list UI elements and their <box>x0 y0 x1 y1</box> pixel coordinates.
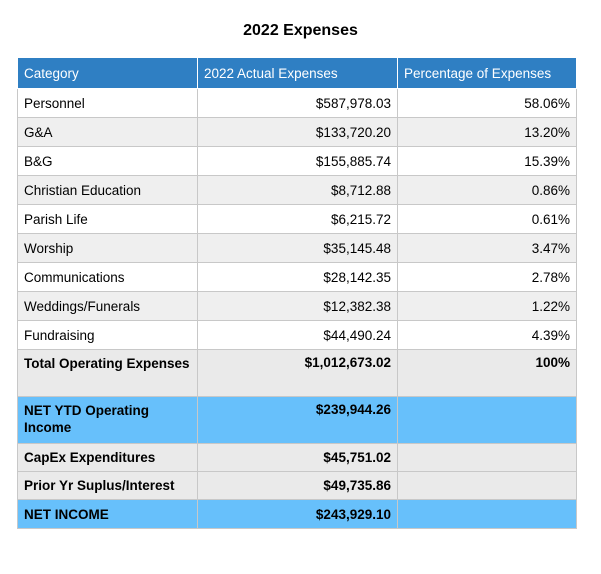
row-percentage: 0.86% <box>397 175 577 205</box>
capex-label: CapEx Expenditures <box>17 443 198 472</box>
row-actual: $133,720.20 <box>197 117 398 147</box>
capex-actual: $45,751.02 <box>197 443 398 472</box>
row-category: Weddings/Funerals <box>17 291 198 321</box>
table-row: Parish Life $6,215.72 0.61% <box>17 204 577 234</box>
prior-year-empty <box>397 471 577 500</box>
table-row: G&A $133,720.20 13.20% <box>17 117 577 147</box>
table-row: Personnel $587,978.03 58.06% <box>17 88 577 118</box>
row-percentage: 15.39% <box>397 146 577 176</box>
net-income-actual: $243,929.10 <box>197 499 398 529</box>
table-row: Worship $35,145.48 3.47% <box>17 233 577 263</box>
table-row: Christian Education $8,712.88 0.86% <box>17 175 577 205</box>
total-actual: $1,012,673.02 <box>197 349 398 397</box>
page-title: 2022 Expenses <box>243 22 358 39</box>
row-actual: $8,712.88 <box>197 175 398 205</box>
capex-row: CapEx Expenditures $45,751.02 <box>17 443 577 472</box>
net-operating-label: NET YTD Operating Income <box>17 396 198 444</box>
prior-year-row: Prior Yr Suplus/Interest $49,735.86 <box>17 471 577 500</box>
row-category: Personnel <box>17 88 198 118</box>
net-income-empty <box>397 499 577 529</box>
row-percentage: 4.39% <box>397 320 577 350</box>
row-percentage: 58.06% <box>397 88 577 118</box>
row-category: Fundraising <box>17 320 198 350</box>
row-percentage: 3.47% <box>397 233 577 263</box>
header-percentage: Percentage of Expenses <box>397 57 577 89</box>
capex-empty <box>397 443 577 472</box>
row-category: Worship <box>17 233 198 263</box>
row-actual: $155,885.74 <box>197 146 398 176</box>
row-category: G&A <box>17 117 198 147</box>
total-row: Total Operating Expenses $1,012,673.02 1… <box>17 349 577 397</box>
header-actual: 2022 Actual Expenses <box>197 57 398 89</box>
row-actual: $6,215.72 <box>197 204 398 234</box>
row-percentage: 0.61% <box>397 204 577 234</box>
table-header-row: Category 2022 Actual Expenses Percentage… <box>17 57 577 89</box>
total-label: Total Operating Expenses <box>17 349 198 397</box>
row-category: Christian Education <box>17 175 198 205</box>
row-actual: $28,142.35 <box>197 262 398 292</box>
row-percentage: 1.22% <box>397 291 577 321</box>
row-category: Parish Life <box>17 204 198 234</box>
expenses-table: Category 2022 Actual Expenses Percentage… <box>17 57 577 529</box>
net-operating-row: NET YTD Operating Income $239,944.26 <box>17 396 577 444</box>
net-operating-actual: $239,944.26 <box>197 396 398 444</box>
row-actual: $587,978.03 <box>197 88 398 118</box>
prior-year-label: Prior Yr Suplus/Interest <box>17 471 198 500</box>
table-row: Weddings/Funerals $12,382.38 1.22% <box>17 291 577 321</box>
total-percentage: 100% <box>397 349 577 397</box>
table-row: Fundraising $44,490.24 4.39% <box>17 320 577 350</box>
row-actual: $35,145.48 <box>197 233 398 263</box>
table-row: B&G $155,885.74 15.39% <box>17 146 577 176</box>
row-percentage: 13.20% <box>397 117 577 147</box>
row-percentage: 2.78% <box>397 262 577 292</box>
net-income-label: NET INCOME <box>17 499 198 529</box>
row-category: B&G <box>17 146 198 176</box>
net-operating-empty <box>397 396 577 444</box>
net-income-row: NET INCOME $243,929.10 <box>17 499 577 529</box>
table-row: Communications $28,142.35 2.78% <box>17 262 577 292</box>
row-actual: $12,382.38 <box>197 291 398 321</box>
row-actual: $44,490.24 <box>197 320 398 350</box>
row-category: Communications <box>17 262 198 292</box>
header-category: Category <box>17 57 198 89</box>
prior-year-actual: $49,735.86 <box>197 471 398 500</box>
